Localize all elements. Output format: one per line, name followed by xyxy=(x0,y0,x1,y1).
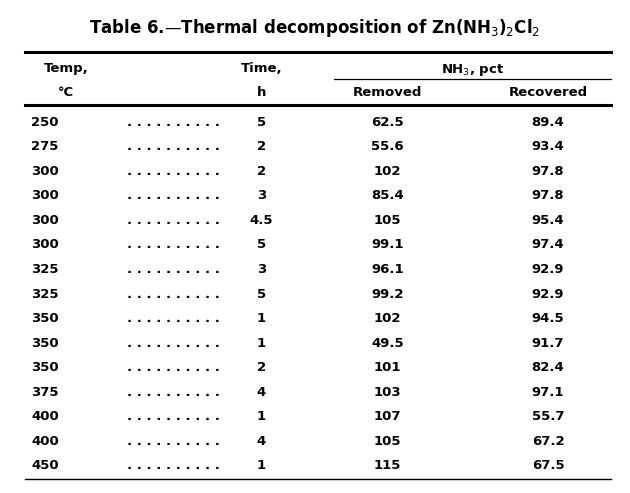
Text: 300: 300 xyxy=(32,189,59,202)
Text: 375: 375 xyxy=(32,386,59,399)
Text: . . . . . . . . . .: . . . . . . . . . . xyxy=(127,165,220,178)
Text: 1: 1 xyxy=(257,410,266,423)
Text: 92.9: 92.9 xyxy=(532,263,564,276)
Text: 95.4: 95.4 xyxy=(532,214,564,227)
Text: 55.7: 55.7 xyxy=(532,410,564,423)
Text: NH$_3$, pct: NH$_3$, pct xyxy=(441,62,504,77)
Text: 450: 450 xyxy=(32,459,59,472)
Text: 300: 300 xyxy=(32,214,59,227)
Text: 2: 2 xyxy=(257,141,266,153)
Text: 97.1: 97.1 xyxy=(532,386,564,399)
Text: h: h xyxy=(257,86,266,99)
Text: Recovered: Recovered xyxy=(508,86,588,99)
Text: . . . . . . . . . .: . . . . . . . . . . xyxy=(127,361,220,374)
Text: 102: 102 xyxy=(374,312,401,325)
Text: . . . . . . . . . .: . . . . . . . . . . xyxy=(127,263,220,276)
Text: 400: 400 xyxy=(32,435,59,448)
Text: 350: 350 xyxy=(32,361,59,374)
Text: 5: 5 xyxy=(257,239,266,251)
Text: 275: 275 xyxy=(32,141,59,153)
Text: . . . . . . . . . .: . . . . . . . . . . xyxy=(127,459,220,472)
Text: 400: 400 xyxy=(32,410,59,423)
Text: 105: 105 xyxy=(374,214,401,227)
Text: 3: 3 xyxy=(257,189,266,202)
Text: . . . . . . . . . .: . . . . . . . . . . xyxy=(127,116,220,129)
Text: . . . . . . . . . .: . . . . . . . . . . xyxy=(127,189,220,202)
Text: . . . . . . . . . .: . . . . . . . . . . xyxy=(127,239,220,251)
Text: 2: 2 xyxy=(257,165,266,178)
Text: . . . . . . . . . .: . . . . . . . . . . xyxy=(127,386,220,399)
Text: Temp,: Temp, xyxy=(43,62,89,74)
Text: Removed: Removed xyxy=(353,86,422,99)
Text: 49.5: 49.5 xyxy=(371,337,404,350)
Text: 300: 300 xyxy=(32,239,59,251)
Text: 67.2: 67.2 xyxy=(532,435,564,448)
Text: 300: 300 xyxy=(32,165,59,178)
Text: 107: 107 xyxy=(374,410,401,423)
Text: 94.5: 94.5 xyxy=(532,312,564,325)
Text: Table 6.—Thermal decomposition of Zn(NH$_3$)$_2$Cl$_2$: Table 6.—Thermal decomposition of Zn(NH$… xyxy=(89,17,541,39)
Text: 93.4: 93.4 xyxy=(532,141,564,153)
Text: . . . . . . . . . .: . . . . . . . . . . xyxy=(127,337,220,350)
Text: 350: 350 xyxy=(32,312,59,325)
Text: 101: 101 xyxy=(374,361,401,374)
Text: 103: 103 xyxy=(374,386,401,399)
Text: . . . . . . . . . .: . . . . . . . . . . xyxy=(127,410,220,423)
Text: 99.2: 99.2 xyxy=(371,287,404,301)
Text: 115: 115 xyxy=(374,459,401,472)
Text: 89.4: 89.4 xyxy=(532,116,564,129)
Text: 325: 325 xyxy=(32,287,59,301)
Text: 55.6: 55.6 xyxy=(371,141,404,153)
Text: 97.8: 97.8 xyxy=(532,189,564,202)
Text: . . . . . . . . . .: . . . . . . . . . . xyxy=(127,435,220,448)
Text: 2: 2 xyxy=(257,361,266,374)
Text: 4: 4 xyxy=(257,386,266,399)
Text: 4: 4 xyxy=(257,435,266,448)
Text: 5: 5 xyxy=(257,116,266,129)
Text: °C: °C xyxy=(58,86,74,99)
Text: 102: 102 xyxy=(374,165,401,178)
Text: 92.9: 92.9 xyxy=(532,287,564,301)
Text: 4.5: 4.5 xyxy=(249,214,273,227)
Text: . . . . . . . . . .: . . . . . . . . . . xyxy=(127,141,220,153)
Text: . . . . . . . . . .: . . . . . . . . . . xyxy=(127,287,220,301)
Text: 97.4: 97.4 xyxy=(532,239,564,251)
Text: 97.8: 97.8 xyxy=(532,165,564,178)
Text: 3: 3 xyxy=(257,263,266,276)
Text: 91.7: 91.7 xyxy=(532,337,564,350)
Text: 5: 5 xyxy=(257,287,266,301)
Text: 62.5: 62.5 xyxy=(371,116,404,129)
Text: . . . . . . . . . .: . . . . . . . . . . xyxy=(127,312,220,325)
Text: 250: 250 xyxy=(32,116,59,129)
Text: 82.4: 82.4 xyxy=(532,361,564,374)
Text: 105: 105 xyxy=(374,435,401,448)
Text: 325: 325 xyxy=(32,263,59,276)
Text: Time,: Time, xyxy=(241,62,282,74)
Text: 85.4: 85.4 xyxy=(371,189,404,202)
Text: 1: 1 xyxy=(257,312,266,325)
Text: 1: 1 xyxy=(257,337,266,350)
Text: 350: 350 xyxy=(32,337,59,350)
Text: 67.5: 67.5 xyxy=(532,459,564,472)
Text: . . . . . . . . . .: . . . . . . . . . . xyxy=(127,214,220,227)
Text: 1: 1 xyxy=(257,459,266,472)
Text: 96.1: 96.1 xyxy=(371,263,404,276)
Text: 99.1: 99.1 xyxy=(371,239,404,251)
